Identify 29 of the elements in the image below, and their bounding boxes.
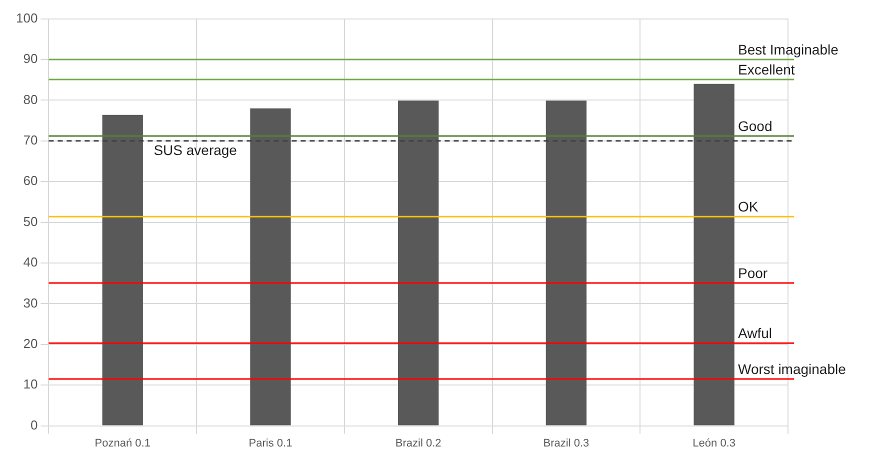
y-tick-label: 60 — [23, 173, 38, 188]
bar — [398, 100, 439, 426]
ref-line-label: Awful — [738, 325, 772, 342]
bar — [250, 108, 291, 426]
bar — [546, 100, 587, 426]
bar — [102, 114, 143, 426]
x-tick-label: Brazil 0.3 — [543, 437, 590, 450]
y-tick-label: 90 — [23, 51, 38, 66]
x-tick-label: Poznań 0.1 — [94, 437, 150, 450]
y-tick-label: 20 — [23, 336, 38, 351]
y-tick-label: 100 — [16, 10, 38, 26]
ref-line-label: Best Imaginable — [738, 41, 839, 58]
ref-line-label: SUS average — [154, 142, 238, 158]
y-tick-label: 70 — [23, 132, 38, 148]
x-tick-label: Brazil 0.2 — [395, 437, 442, 450]
x-tick-label: Paris 0.1 — [248, 437, 292, 450]
ref-line-label: Poor — [738, 264, 768, 281]
ref-line-label: Good — [738, 118, 772, 134]
y-tick-label: 0 — [30, 417, 38, 432]
x-tick-label: León 0.3 — [692, 437, 736, 450]
y-tick-label: 10 — [23, 376, 38, 392]
y-tick-label: 80 — [23, 92, 38, 107]
y-tick-label: 50 — [23, 214, 38, 229]
bar — [694, 84, 734, 426]
y-tick-label: 30 — [23, 295, 38, 310]
ref-line-label: Worst imaginable — [738, 360, 846, 377]
y-tick-label: 40 — [23, 254, 38, 270]
ref-line-label: Excellent — [738, 61, 795, 78]
ref-line-label: OK — [738, 198, 759, 214]
